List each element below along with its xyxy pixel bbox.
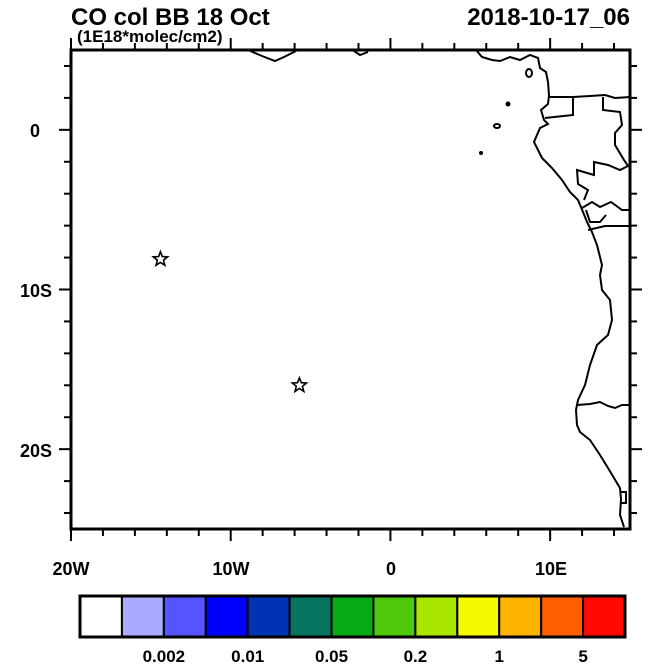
colorbar-label: 0.002 <box>143 647 186 666</box>
colorbar-box <box>204 595 249 638</box>
units-label: (1E18*molec/cm2) <box>77 27 223 46</box>
island-bioko <box>525 68 533 78</box>
border-drc-angola <box>587 225 630 231</box>
colorbar <box>78 594 627 639</box>
y-tick-label: 0 <box>30 121 40 141</box>
colorbar-box <box>288 595 333 638</box>
colorbar-label: 5 <box>578 647 587 666</box>
x-tick-label: 0 <box>386 559 396 579</box>
x-tick-label: 10W <box>212 559 249 579</box>
colorbar-labels: 0.002 0.01 0.05 0.2 1 5 <box>143 647 588 666</box>
border-congo <box>581 200 630 211</box>
star-icon <box>151 249 170 267</box>
island-sao-tome <box>493 123 501 129</box>
colorbar-label: 1 <box>494 647 503 666</box>
y-tick-label: 10S <box>20 281 52 301</box>
colorbar-frame <box>78 594 627 639</box>
colorbar-box <box>498 595 543 638</box>
x-tick-label: 20W <box>52 559 89 579</box>
colorbar-label: 0.01 <box>231 647 264 666</box>
africa-coast <box>475 49 625 528</box>
colorbar-label: 0.05 <box>315 647 348 666</box>
colorbar-box <box>456 595 501 638</box>
colorbar-box <box>582 595 626 638</box>
y-tick-label: 20S <box>20 441 52 461</box>
colorbar-box <box>414 595 459 638</box>
border-cabinda <box>585 209 607 223</box>
plot-title: CO col BB 18 Oct <box>71 4 270 31</box>
colorbar-box <box>120 595 165 638</box>
colorbar-box <box>330 595 375 638</box>
colorbar-box <box>79 595 123 638</box>
border-south <box>621 491 627 504</box>
coastline-top-a <box>247 49 297 63</box>
date-label: 2018-10-17_06 <box>467 4 630 31</box>
border-gabon <box>572 93 631 100</box>
island-principe <box>505 101 511 107</box>
map-frame <box>69 48 632 531</box>
coastline-top-b <box>353 50 369 57</box>
border-gabon-congo <box>575 97 630 201</box>
border-eq-guinea <box>544 96 574 119</box>
axis-ticks <box>59 38 642 541</box>
border-angola-namibia <box>576 400 630 410</box>
island-annobon <box>479 151 483 155</box>
coastlines <box>247 49 631 528</box>
x-tick-label: 10E <box>535 559 567 579</box>
colorbar-label: 0.2 <box>404 647 428 666</box>
colorbar-box <box>372 595 417 638</box>
colorbar-box <box>540 595 585 638</box>
colorbar-box <box>162 595 207 638</box>
markers <box>151 249 309 394</box>
star-icon <box>290 375 309 394</box>
colorbar-box <box>246 595 291 638</box>
